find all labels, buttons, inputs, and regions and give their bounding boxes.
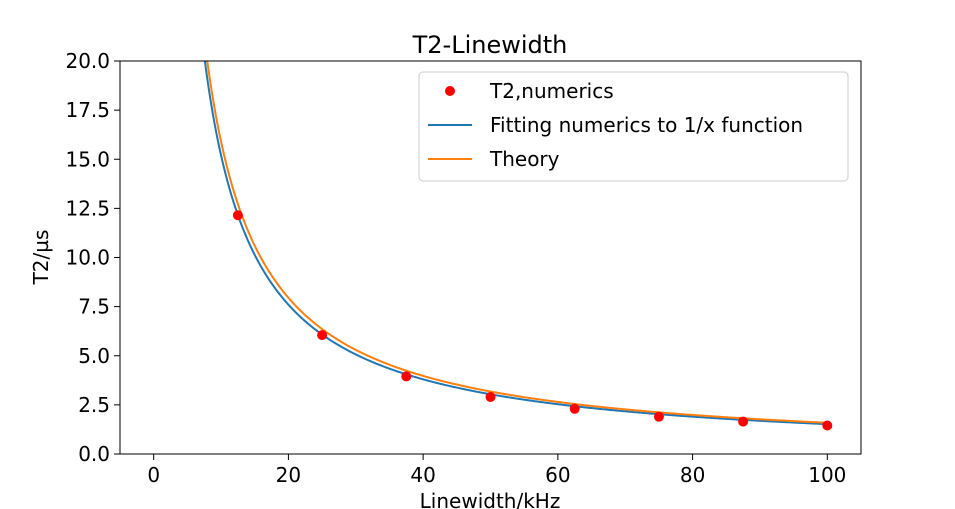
legend-label-fit: Fitting numerics to 1/x function bbox=[490, 113, 803, 137]
y-axis-label: T2/µs bbox=[29, 230, 53, 286]
x-tick-label: 80 bbox=[680, 463, 705, 487]
y-tick-label: 12.5 bbox=[65, 196, 110, 220]
data-point bbox=[232, 210, 243, 221]
x-axis-ticks: 0 20 40 60 80 100 bbox=[147, 454, 846, 487]
data-point bbox=[653, 411, 664, 422]
legend-box bbox=[418, 71, 849, 182]
data-point bbox=[738, 416, 749, 427]
y-tick-label: 10.0 bbox=[65, 246, 110, 270]
x-tick-label: 60 bbox=[545, 463, 570, 487]
y-tick-label: 17.5 bbox=[65, 98, 110, 122]
scatter-points bbox=[232, 210, 833, 431]
legend-marker-numerics bbox=[445, 86, 455, 96]
x-tick-label: 40 bbox=[410, 463, 435, 487]
x-tick-label: 100 bbox=[808, 463, 846, 487]
legend: T2,numerics Fitting numerics to 1/x func… bbox=[418, 71, 849, 182]
y-tick-label: 15.0 bbox=[65, 147, 110, 171]
series-line-fit bbox=[203, 61, 828, 426]
y-tick-label: 0.0 bbox=[78, 442, 110, 466]
data-point bbox=[317, 330, 328, 341]
x-tick-label: 0 bbox=[147, 463, 160, 487]
plot-frame bbox=[119, 60, 862, 455]
y-tick-label: 5.0 bbox=[78, 344, 110, 368]
x-tick-label: 20 bbox=[276, 463, 301, 487]
series-line-theory bbox=[206, 61, 828, 424]
chart-title: T2-Linewidth bbox=[412, 31, 568, 59]
x-axis-label: Linewidth/kHz bbox=[420, 489, 561, 509]
y-tick-label: 7.5 bbox=[78, 295, 110, 319]
y-axis-ticks: 0.0 2.5 5.0 7.5 10.0 12.5 15.0 17.5 20.0 bbox=[65, 49, 120, 466]
legend-label-numerics: T2,numerics bbox=[489, 79, 614, 103]
data-point bbox=[569, 403, 580, 414]
data-point bbox=[401, 371, 412, 382]
y-tick-label: 2.5 bbox=[78, 393, 110, 417]
y-tick-label: 20.0 bbox=[65, 49, 110, 73]
data-point bbox=[485, 392, 496, 403]
legend-label-theory: Theory bbox=[489, 147, 560, 171]
data-point bbox=[822, 420, 833, 431]
